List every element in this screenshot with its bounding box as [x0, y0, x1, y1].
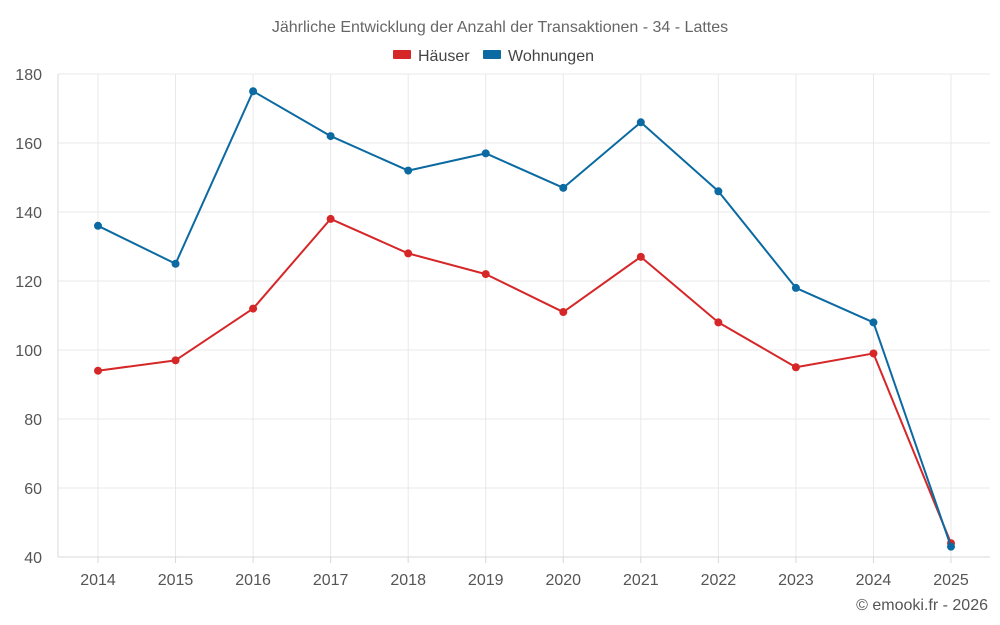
y-tick-label: 180 [15, 67, 42, 84]
data-point-hauser-2014[interactable] [94, 366, 102, 375]
data-point-hauser-2020[interactable] [559, 308, 568, 317]
data-point-wohnungen-2014[interactable] [94, 221, 102, 230]
data-point-hauser-2017[interactable] [326, 214, 335, 223]
grid [58, 73, 990, 558]
data-point-wohnungen-2017[interactable] [326, 132, 335, 141]
x-tick-label: 2014 [80, 572, 116, 589]
series-line-hauser [97, 217, 952, 545]
legend-swatch-hauser [393, 50, 411, 59]
data-point-wohnungen-2022[interactable] [714, 187, 723, 196]
legend-label-hauser[interactable]: Häuser [418, 48, 470, 65]
legend: Häuser Wohnungen [393, 48, 594, 65]
x-tick-label: 2025 [933, 572, 969, 589]
data-point-hauser-2024[interactable] [869, 349, 878, 358]
x-tick-label: 2022 [701, 572, 737, 589]
x-tick-label: 2023 [778, 572, 814, 589]
data-point-wohnungen-2015[interactable] [171, 259, 180, 268]
y-tick-label: 80 [24, 412, 42, 429]
data-point-wohnungen-2018[interactable] [404, 166, 413, 175]
legend-swatch-wohnungen [483, 50, 501, 59]
data-point-wohnungen-2024[interactable] [869, 318, 878, 327]
legend-label-wohnungen[interactable]: Wohnungen [508, 48, 594, 65]
x-tick-label: 2016 [235, 572, 271, 589]
data-point-hauser-2022[interactable] [714, 318, 723, 327]
y-tick-label: 140 [15, 205, 42, 222]
data-point-hauser-2021[interactable] [636, 252, 645, 261]
series-wohnungen [94, 87, 955, 551]
y-tick-label: 60 [24, 481, 42, 498]
series-line-wohnungen [97, 90, 952, 548]
x-tick-label: 2017 [313, 572, 349, 589]
data-point-wohnungen-2021[interactable] [636, 118, 645, 127]
data-point-hauser-2015[interactable] [171, 356, 180, 365]
data-point-wohnungen-2023[interactable] [791, 283, 800, 292]
data-point-wohnungen-2016[interactable] [249, 87, 258, 96]
data-point-wohnungen-2025[interactable] [947, 542, 955, 551]
x-tick-label: 2021 [623, 572, 659, 589]
data-point-hauser-2018[interactable] [404, 249, 413, 258]
x-tick-label: 2024 [856, 572, 892, 589]
series-layer [94, 87, 955, 551]
y-tick-label: 120 [15, 274, 42, 291]
data-point-hauser-2016[interactable] [249, 304, 258, 313]
x-tick-label: 2019 [468, 572, 504, 589]
x-tick-label: 2018 [390, 572, 426, 589]
data-point-hauser-2023[interactable] [791, 363, 800, 372]
series-hauser [94, 214, 955, 548]
data-point-wohnungen-2019[interactable] [481, 149, 490, 158]
x-tick-label: 2020 [545, 572, 581, 589]
data-point-wohnungen-2020[interactable] [559, 183, 568, 192]
y-tick-label: 40 [24, 550, 42, 567]
axes: 40 60 80 100 120 140 160 180 2014 2015 2016 2017 201… [15, 67, 990, 589]
y-tick-label: 100 [15, 343, 42, 360]
x-tick-label: 2015 [158, 572, 194, 589]
credit-text: © emooki.fr - 2026 [856, 597, 988, 614]
y-tick-label: 160 [15, 136, 42, 153]
chart-title: Jährliche Entwicklung der Anzahl der Tra… [272, 19, 728, 36]
data-point-hauser-2019[interactable] [481, 270, 490, 279]
